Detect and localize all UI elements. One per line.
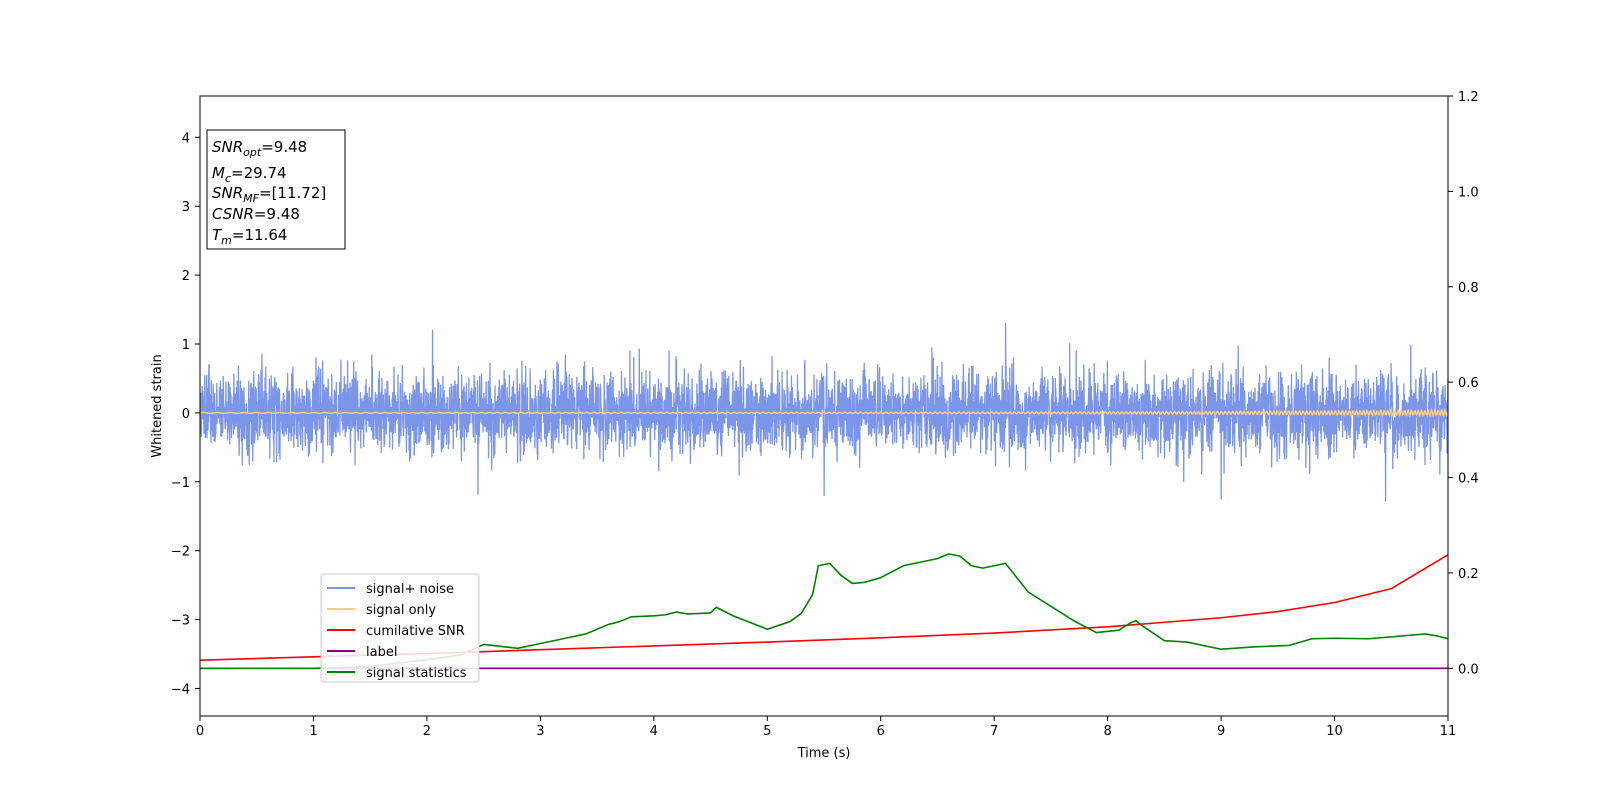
annotation-line: SNRopt=9.48 [212, 138, 307, 159]
legend-frame [320, 573, 480, 683]
series-line-signal-statistics [200, 553, 1448, 670]
y2-tick-label: 0.6 [1458, 376, 1479, 391]
y2-tick-label: 1.0 [1458, 185, 1479, 200]
y-tick-label: −3 [171, 614, 190, 629]
y-tick-label: 2 [182, 269, 190, 284]
x-tick-label: 11 [1440, 724, 1457, 739]
x-tick-label: 2 [423, 724, 431, 739]
y-tick-label: 0 [182, 407, 190, 422]
legend-entry: signal statistics [366, 666, 467, 681]
x-tick-label: 3 [536, 724, 544, 739]
y-tick-label: −2 [171, 545, 190, 560]
plot-area-frame [199, 95, 1449, 717]
legend-entry: signal only [366, 603, 436, 618]
x-tick-label: 7 [990, 724, 998, 739]
x-axis-title: Time (s) [797, 746, 851, 761]
y2-tick-label: 1.2 [1458, 90, 1479, 105]
y-tick-label: 4 [182, 131, 190, 146]
annotation-frame [206, 129, 346, 250]
y-tick-label: −1 [171, 476, 190, 491]
annotation-box: SNRopt=9.48 Mc=29.74SNRMF=[11.72]CSNR=9.4… [206, 129, 346, 250]
x-tick-label: 10 [1326, 724, 1343, 739]
y-tick-label: 1 [182, 338, 190, 353]
annotation-line: CSNR=9.48 [212, 205, 300, 223]
y-tick-label: 3 [182, 200, 190, 215]
x-tick-label: 6 [877, 724, 885, 739]
legend: signal+ noise signal only cumilative SNR la… [320, 573, 480, 683]
x-tick-label: 4 [650, 724, 658, 739]
x-tick-label: 8 [1103, 724, 1111, 739]
y2-tick-label: 0.8 [1458, 281, 1479, 296]
legend-entry: signal+ noise [366, 582, 454, 597]
y2-tick-label: 0.2 [1458, 567, 1479, 582]
legend-entry: label [366, 645, 397, 660]
y-axis-title: Whitened strain [150, 354, 165, 457]
x-tick-label: 1 [309, 724, 317, 739]
y-tick-label: −4 [171, 682, 190, 697]
x-tick-label: 5 [763, 724, 771, 739]
annotation-line: Mc=29.74 [212, 164, 287, 185]
y-axis-right: 0.0 0.2 0.4 0.6 0.8 1.0 1.2 [1448, 90, 1479, 677]
x-axis: 0 1 2 3 4 5 6 7 8 9 10 11 [196, 716, 1456, 739]
legend-entry: cumilative SNR [366, 624, 465, 639]
series-line-signal-only [200, 407, 1448, 419]
y2-tick-label: 0.0 [1458, 662, 1479, 677]
y2-tick-label: 0.4 [1458, 472, 1479, 487]
x-tick-label: 9 [1217, 724, 1225, 739]
annotation-line: SNRMF=[11.72] [212, 184, 326, 205]
x-tick-label: 0 [196, 724, 204, 739]
annotation-line: Tm=11.64 [212, 226, 287, 247]
y-axis-left: −4 −3 −2 −1 0 1 2 3 4 [171, 131, 200, 697]
